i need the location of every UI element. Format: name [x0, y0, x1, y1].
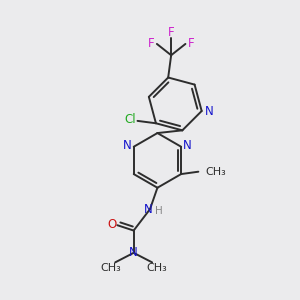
Text: N: N	[129, 246, 138, 259]
Text: F: F	[148, 38, 155, 50]
Text: Cl: Cl	[124, 113, 136, 127]
Text: N: N	[205, 104, 214, 118]
Text: O: O	[107, 218, 117, 231]
Text: CH₃: CH₃	[100, 263, 121, 273]
Text: N: N	[123, 139, 132, 152]
Text: F: F	[188, 38, 194, 50]
Text: H: H	[155, 206, 163, 216]
Text: CH₃: CH₃	[146, 263, 167, 273]
Text: F: F	[168, 26, 175, 38]
Text: N: N	[183, 139, 192, 152]
Text: CH₃: CH₃	[205, 167, 226, 177]
Text: N: N	[144, 202, 153, 216]
